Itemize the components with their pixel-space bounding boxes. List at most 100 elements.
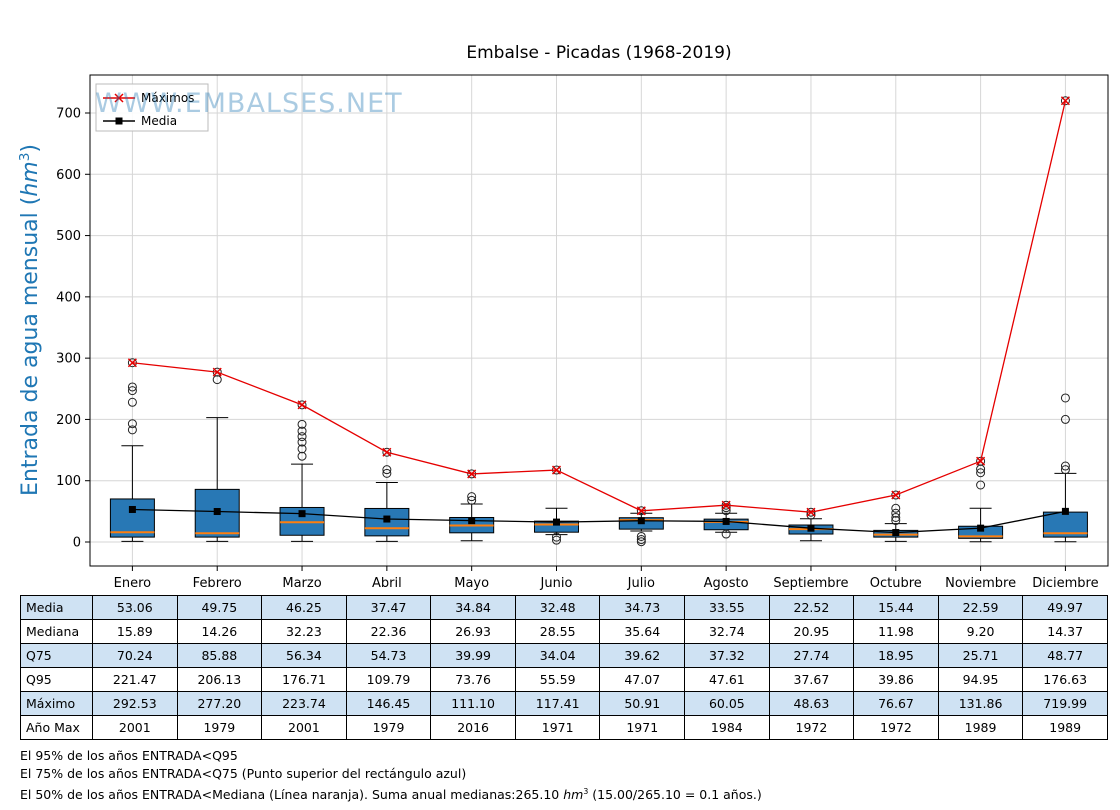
boxplot-diciembre [1042, 96, 1088, 543]
cell-ano-max-marzo: 2001 [261, 715, 347, 740]
cell-media-enero: 53.06 [92, 595, 178, 620]
x-marker [127, 358, 137, 368]
stats-table: Media 53.06 49.75 46.25 37.47 34.84 32.48 34.73… [20, 595, 1108, 740]
square-marker [128, 505, 136, 513]
outlier-marker [127, 397, 137, 407]
square-marker [213, 508, 221, 516]
cell-maximo-agosto: 60.05 [684, 691, 770, 716]
outlier-marker [1060, 465, 1070, 475]
cell-maximo-diciembre: 719.99 [1022, 691, 1108, 716]
y-tick-label: 700 [56, 107, 81, 122]
cell-q75-septiembre: 27.74 [768, 643, 855, 668]
square-marker [468, 517, 476, 525]
x-marker [806, 507, 816, 517]
outlier-marker [382, 447, 392, 457]
table-row-maximo: Máximo 292.53 277.20 223.74 146.45 111.10 117.… [20, 691, 1108, 716]
cell-maximo-octubre: 76.67 [853, 691, 939, 716]
x-tick-label-julio: Julio [627, 576, 655, 591]
x-marker [891, 490, 901, 500]
square-marker [722, 517, 730, 525]
square-marker [637, 517, 645, 525]
cell-mediana-noviembre: 9.20 [937, 619, 1024, 644]
cell-media-agosto: 33.55 [684, 595, 770, 620]
cell-mediana-agosto: 32.74 [684, 619, 770, 644]
square-marker [977, 524, 985, 532]
cell-mediana-febrero: 14.26 [176, 619, 263, 644]
outlier-marker [127, 419, 137, 429]
row-header-q75: Q75 [20, 643, 93, 668]
cell-ano-max-diciembre: 1989 [1022, 715, 1108, 740]
cell-maximo-julio: 50.91 [599, 691, 686, 716]
x-marker [212, 367, 222, 377]
cell-media-septiembre: 22.52 [768, 595, 855, 620]
cell-q95-agosto: 47.61 [684, 667, 770, 692]
outlier-marker [891, 516, 901, 526]
cell-media-octubre: 15.44 [853, 595, 939, 620]
outlier-marker [382, 468, 392, 478]
cell-mediana-mayo: 26.93 [430, 619, 516, 644]
footer-exponent: 3 [583, 787, 589, 796]
cell-q75-febrero: 85.88 [176, 643, 263, 668]
outlier-marker [382, 465, 392, 475]
x-tick-label-marzo: Marzo [282, 576, 321, 591]
cell-media-julio: 34.73 [599, 595, 686, 620]
cell-q95-septiembre: 37.67 [768, 667, 855, 692]
table-row-q95: Q95 221.47 206.13 176.71 109.79 73.76 55.59 47.… [20, 667, 1108, 692]
cell-q75-abril: 54.73 [345, 643, 432, 668]
legend-box [95, 83, 209, 132]
cell-q75-junio: 34.04 [514, 643, 601, 668]
outlier-marker [891, 512, 901, 522]
cell-q95-marzo: 176.71 [261, 667, 347, 692]
footer-line-mediana-tail: (15.00/265.10 = 0.1 años.) [588, 787, 762, 803]
x-marker [636, 506, 646, 516]
x-marker [721, 500, 731, 510]
cell-ano-max-julio: 1971 [599, 715, 686, 740]
outlier-marker [467, 495, 477, 505]
cell-maximo-abril: 146.45 [345, 691, 432, 716]
cell-media-abril: 37.47 [345, 595, 432, 620]
cell-mediana-octubre: 11.98 [853, 619, 939, 644]
outlier-marker [127, 425, 137, 435]
outlier-marker [976, 456, 986, 466]
y-tick-label: 400 [56, 290, 81, 305]
table-row-media: Media 53.06 49.75 46.25 37.47 34.84 32.48 34.73… [20, 595, 1108, 620]
cell-q75-noviembre: 25.71 [937, 643, 1024, 668]
x-marker [976, 456, 986, 466]
footer-unit: hm [563, 787, 584, 803]
x-marker [467, 469, 477, 479]
footer-line-mediana-text: El 50% de los años ENTRADA<Mediana (Líne… [20, 787, 564, 803]
cell-mediana-julio: 35.64 [599, 619, 686, 644]
outlier-marker [976, 468, 986, 478]
cell-ano-max-enero: 2001 [92, 715, 178, 740]
table-row-ano-max: Año Max 2001 1979 2001 1979 2016 1971 1971 1984 1… [20, 715, 1108, 740]
cell-media-junio: 32.48 [514, 595, 601, 620]
footer-notes: El 95% de los años ENTRADA<Q95 El 75% de… [20, 747, 762, 804]
outlier-marker [127, 386, 137, 396]
cell-ano-max-febrero: 1979 [176, 715, 263, 740]
cell-q95-noviembre: 94.95 [937, 667, 1024, 692]
cell-maximo-noviembre: 131.86 [937, 691, 1024, 716]
y-tick-label: 600 [56, 168, 81, 183]
outlier-marker [297, 432, 307, 442]
square-marker [298, 510, 306, 518]
row-header-media: Media [20, 595, 93, 620]
cell-mediana-diciembre: 14.37 [1022, 619, 1108, 644]
square-marker [892, 529, 900, 537]
x-tick-label-enero: Enero [114, 576, 152, 591]
cell-q75-octubre: 18.95 [853, 643, 939, 668]
cell-mediana-abril: 22.36 [345, 619, 432, 644]
x-tick-label-noviembre: Noviembre [945, 576, 1016, 591]
cell-q95-febrero: 206.13 [176, 667, 263, 692]
y-tick-label: 200 [56, 413, 81, 428]
square-marker [807, 524, 815, 532]
series-line-maximos [132, 100, 1067, 513]
cell-ano-max-agosto: 1984 [684, 715, 770, 740]
outlier-marker [1060, 393, 1070, 403]
cell-mediana-enero: 15.89 [92, 619, 178, 644]
x-tick-label-junio: Junio [540, 576, 573, 591]
cell-ano-max-octubre: 1972 [853, 715, 939, 740]
legend: Máximos Media [95, 83, 209, 132]
x-tick-label-octubre: Octubre [870, 576, 922, 591]
outlier-marker [891, 508, 901, 518]
